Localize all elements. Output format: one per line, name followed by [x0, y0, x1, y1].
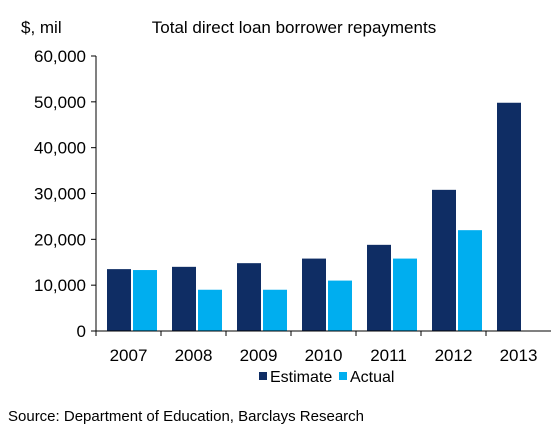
y-tick-label: 30,000 — [34, 185, 86, 204]
y-tick-label: 60,000 — [34, 47, 86, 66]
x-tick-label: 2010 — [305, 346, 343, 365]
y-axis-label: $, mil — [21, 18, 62, 37]
y-tick-label: 0 — [77, 322, 86, 341]
x-tick-label: 2011 — [370, 346, 407, 365]
legend-label-estimate: Estimate — [270, 369, 332, 386]
y-tick-label: 20,000 — [34, 230, 86, 249]
bar-actual-2007 — [133, 270, 157, 331]
x-tick-label: 2012 — [435, 346, 473, 365]
bar-actual-2009 — [263, 289, 287, 331]
y-tick-label: 10,000 — [34, 276, 86, 295]
bar-actual-2011 — [393, 258, 417, 331]
legend-label-actual: Actual — [350, 369, 394, 386]
bar-estimate-2011 — [367, 244, 391, 331]
bar-estimate-2008 — [172, 266, 196, 331]
x-tick-label: 2009 — [240, 346, 278, 365]
x-tick-label: 2007 — [110, 346, 148, 365]
y-axis: 0 10,000 20,000 30,000 40,000 50,000 60,000 — [34, 47, 97, 341]
legend: Estimate Actual — [259, 369, 394, 386]
bars — [107, 102, 521, 331]
legend-swatch-estimate — [259, 372, 267, 380]
x-tick-label: 2008 — [175, 346, 213, 365]
bar-estimate-2007 — [107, 269, 131, 331]
legend-swatch-actual — [339, 372, 347, 380]
source-note: Source: Department of Education, Barclay… — [8, 408, 364, 425]
x-tick-label: 2013 — [500, 346, 538, 365]
chart-title: Total direct loan borrower repayments — [152, 18, 436, 37]
bar-estimate-2010 — [302, 258, 326, 331]
bar-actual-2012 — [458, 230, 482, 331]
bar-estimate-2012 — [432, 189, 456, 331]
bar-estimate-2009 — [237, 263, 261, 331]
bar-actual-2008 — [198, 289, 222, 331]
y-tick-label: 40,000 — [34, 139, 86, 158]
bar-estimate-2013 — [497, 102, 521, 331]
bar-actual-2010 — [328, 280, 352, 331]
y-tick-label: 50,000 — [34, 93, 86, 112]
x-axis: 2007 2008 2009 2010 2011 2012 2013 — [95, 330, 551, 365]
